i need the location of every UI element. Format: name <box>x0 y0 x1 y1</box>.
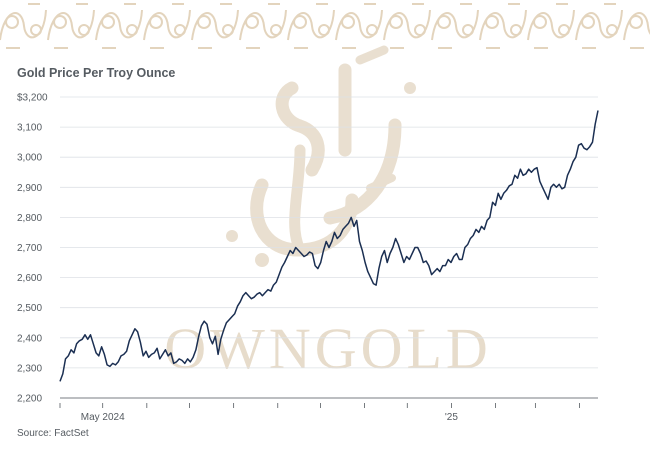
y-tick-label: 3,000 <box>17 153 42 164</box>
y-tick-label: 2,200 <box>17 394 42 405</box>
price-line <box>59 110 599 382</box>
pattern-motif <box>95 3 143 49</box>
pattern-motif <box>0 3 47 49</box>
source-note: Source: FactSet <box>17 428 89 439</box>
watermark-text: OWNGOLD <box>164 316 492 381</box>
pattern-motif <box>191 3 239 49</box>
y-tick-label: 2,400 <box>17 333 42 344</box>
y-axis: $3,200 3,100 3,000 2,900 2,800 2,700 2,600 2,50… <box>17 93 48 405</box>
pattern-motif <box>287 3 335 49</box>
pattern-motif <box>575 3 623 49</box>
y-tick-label: 2,600 <box>17 273 42 284</box>
pattern-motif <box>239 3 287 49</box>
pattern-motif <box>479 3 527 49</box>
y-tick-label: 2,500 <box>17 303 42 314</box>
x-tick-label: May 2024 <box>81 412 125 423</box>
y-tick-label: $3,200 <box>17 93 48 104</box>
gridlines <box>60 96 598 399</box>
x-axis: May 2024 '25 <box>59 397 598 423</box>
y-tick-label: 2,800 <box>17 213 42 224</box>
y-tick-label: 2,700 <box>17 243 42 254</box>
x-tick-label: '25 <box>445 412 458 423</box>
series-group <box>59 110 599 382</box>
pattern-motif <box>335 3 383 49</box>
chart-title: Gold Price Per Troy Ounce <box>17 66 176 80</box>
pattern-motif <box>383 3 431 49</box>
pattern-motif <box>143 3 191 49</box>
pattern-motif <box>47 3 95 49</box>
pattern-motif <box>623 12 650 49</box>
y-tick-label: 2,300 <box>17 363 42 374</box>
pattern-motif <box>431 3 479 49</box>
y-tick-label: 3,100 <box>17 123 42 134</box>
pattern-motif <box>527 3 575 49</box>
decorative-pattern-band <box>0 3 650 49</box>
y-tick-label: 2,900 <box>17 183 42 194</box>
